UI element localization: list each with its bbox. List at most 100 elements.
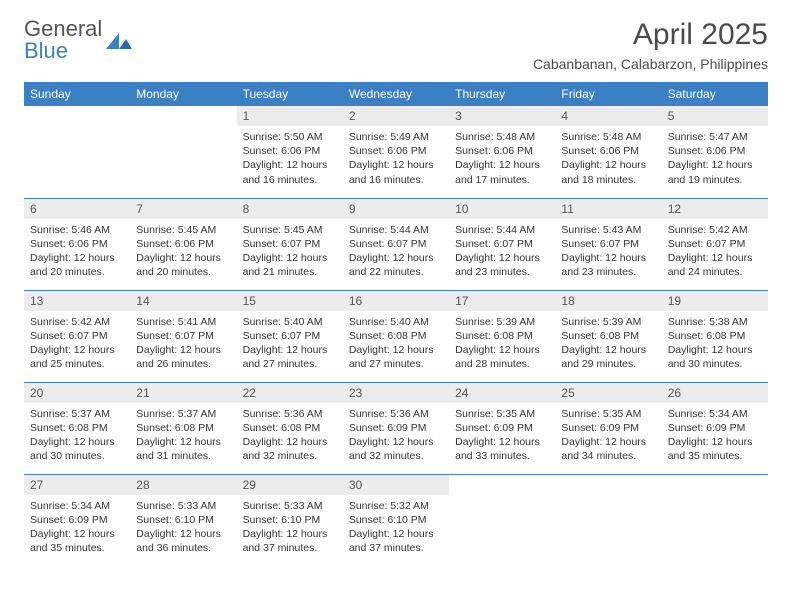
calendar-row: 6Sunrise: 5:46 AMSunset: 6:06 PMDaylight… <box>24 198 768 290</box>
day-number: 19 <box>662 291 768 311</box>
calendar-cell: 17Sunrise: 5:39 AMSunset: 6:08 PMDayligh… <box>449 290 555 382</box>
weekday-header: Saturday <box>662 82 768 106</box>
calendar-cell: 14Sunrise: 5:41 AMSunset: 6:07 PMDayligh… <box>130 290 236 382</box>
calendar-cell: 7Sunrise: 5:45 AMSunset: 6:06 PMDaylight… <box>130 198 236 290</box>
calendar-cell: 8Sunrise: 5:45 AMSunset: 6:07 PMDaylight… <box>237 198 343 290</box>
calendar-cell: 29Sunrise: 5:33 AMSunset: 6:10 PMDayligh… <box>237 474 343 566</box>
day-number: 24 <box>449 383 555 403</box>
calendar-cell: 3Sunrise: 5:48 AMSunset: 6:06 PMDaylight… <box>449 106 555 198</box>
header: General Blue April 2025 Cabanbanan, Cala… <box>24 18 768 72</box>
calendar-cell-empty <box>130 106 236 198</box>
calendar-cell-empty <box>24 106 130 198</box>
weekday-header: Sunday <box>24 82 130 106</box>
day-details: Sunrise: 5:35 AMSunset: 6:09 PMDaylight:… <box>449 403 555 470</box>
calendar-body: 1Sunrise: 5:50 AMSunset: 6:06 PMDaylight… <box>24 106 768 566</box>
day-details: Sunrise: 5:33 AMSunset: 6:10 PMDaylight:… <box>237 495 343 562</box>
calendar-cell-empty <box>449 474 555 566</box>
day-details: Sunrise: 5:49 AMSunset: 6:06 PMDaylight:… <box>343 126 449 193</box>
day-details: Sunrise: 5:43 AMSunset: 6:07 PMDaylight:… <box>555 219 661 286</box>
weekday-header: Wednesday <box>343 82 449 106</box>
day-number: 23 <box>343 383 449 403</box>
day-details: Sunrise: 5:44 AMSunset: 6:07 PMDaylight:… <box>449 219 555 286</box>
calendar-cell: 12Sunrise: 5:42 AMSunset: 6:07 PMDayligh… <box>662 198 768 290</box>
calendar-cell: 22Sunrise: 5:36 AMSunset: 6:08 PMDayligh… <box>237 382 343 474</box>
day-number: 18 <box>555 291 661 311</box>
day-number: 11 <box>555 199 661 219</box>
day-number: 28 <box>130 475 236 495</box>
day-number: 13 <box>24 291 130 311</box>
location-text: Cabanbanan, Calabarzon, Philippines <box>533 56 768 72</box>
day-number: 21 <box>130 383 236 403</box>
day-details: Sunrise: 5:45 AMSunset: 6:06 PMDaylight:… <box>130 219 236 286</box>
calendar-cell: 16Sunrise: 5:40 AMSunset: 6:08 PMDayligh… <box>343 290 449 382</box>
day-number: 3 <box>449 106 555 126</box>
calendar-row: 20Sunrise: 5:37 AMSunset: 6:08 PMDayligh… <box>24 382 768 474</box>
day-number: 22 <box>237 383 343 403</box>
calendar-cell: 18Sunrise: 5:39 AMSunset: 6:08 PMDayligh… <box>555 290 661 382</box>
calendar-cell: 5Sunrise: 5:47 AMSunset: 6:06 PMDaylight… <box>662 106 768 198</box>
day-number: 17 <box>449 291 555 311</box>
day-details: Sunrise: 5:38 AMSunset: 6:08 PMDaylight:… <box>662 311 768 378</box>
weekday-header-row: SundayMondayTuesdayWednesdayThursdayFrid… <box>24 82 768 106</box>
day-details: Sunrise: 5:34 AMSunset: 6:09 PMDaylight:… <box>662 403 768 470</box>
calendar-row: 13Sunrise: 5:42 AMSunset: 6:07 PMDayligh… <box>24 290 768 382</box>
day-details: Sunrise: 5:34 AMSunset: 6:09 PMDaylight:… <box>24 495 130 562</box>
calendar-cell: 19Sunrise: 5:38 AMSunset: 6:08 PMDayligh… <box>662 290 768 382</box>
day-details: Sunrise: 5:39 AMSunset: 6:08 PMDaylight:… <box>555 311 661 378</box>
day-details: Sunrise: 5:37 AMSunset: 6:08 PMDaylight:… <box>130 403 236 470</box>
calendar-cell: 28Sunrise: 5:33 AMSunset: 6:10 PMDayligh… <box>130 474 236 566</box>
calendar-cell: 15Sunrise: 5:40 AMSunset: 6:07 PMDayligh… <box>237 290 343 382</box>
day-number: 1 <box>237 106 343 126</box>
calendar-cell: 2Sunrise: 5:49 AMSunset: 6:06 PMDaylight… <box>343 106 449 198</box>
day-details: Sunrise: 5:33 AMSunset: 6:10 PMDaylight:… <box>130 495 236 562</box>
day-number: 20 <box>24 383 130 403</box>
day-details: Sunrise: 5:36 AMSunset: 6:09 PMDaylight:… <box>343 403 449 470</box>
calendar-table: SundayMondayTuesdayWednesdayThursdayFrid… <box>24 82 768 566</box>
calendar-cell-empty <box>555 474 661 566</box>
calendar-cell: 23Sunrise: 5:36 AMSunset: 6:09 PMDayligh… <box>343 382 449 474</box>
day-details: Sunrise: 5:50 AMSunset: 6:06 PMDaylight:… <box>237 126 343 193</box>
day-details: Sunrise: 5:36 AMSunset: 6:08 PMDaylight:… <box>237 403 343 470</box>
calendar-cell: 6Sunrise: 5:46 AMSunset: 6:06 PMDaylight… <box>24 198 130 290</box>
day-details: Sunrise: 5:41 AMSunset: 6:07 PMDaylight:… <box>130 311 236 378</box>
day-number: 14 <box>130 291 236 311</box>
day-details: Sunrise: 5:44 AMSunset: 6:07 PMDaylight:… <box>343 219 449 286</box>
weekday-header: Tuesday <box>237 82 343 106</box>
day-number: 27 <box>24 475 130 495</box>
day-details: Sunrise: 5:45 AMSunset: 6:07 PMDaylight:… <box>237 219 343 286</box>
day-details: Sunrise: 5:40 AMSunset: 6:07 PMDaylight:… <box>237 311 343 378</box>
calendar-cell: 25Sunrise: 5:35 AMSunset: 6:09 PMDayligh… <box>555 382 661 474</box>
day-number: 12 <box>662 199 768 219</box>
day-number: 8 <box>237 199 343 219</box>
day-number: 15 <box>237 291 343 311</box>
calendar-cell: 24Sunrise: 5:35 AMSunset: 6:09 PMDayligh… <box>449 382 555 474</box>
day-details: Sunrise: 5:37 AMSunset: 6:08 PMDaylight:… <box>24 403 130 470</box>
title-block: April 2025 Cabanbanan, Calabarzon, Phili… <box>533 18 768 72</box>
day-number: 7 <box>130 199 236 219</box>
day-details: Sunrise: 5:48 AMSunset: 6:06 PMDaylight:… <box>555 126 661 193</box>
weekday-header: Friday <box>555 82 661 106</box>
calendar-cell: 26Sunrise: 5:34 AMSunset: 6:09 PMDayligh… <box>662 382 768 474</box>
calendar-cell: 10Sunrise: 5:44 AMSunset: 6:07 PMDayligh… <box>449 198 555 290</box>
day-number: 30 <box>343 475 449 495</box>
day-details: Sunrise: 5:42 AMSunset: 6:07 PMDaylight:… <box>24 311 130 378</box>
calendar-cell: 20Sunrise: 5:37 AMSunset: 6:08 PMDayligh… <box>24 382 130 474</box>
brand-triangle-icon <box>106 31 132 51</box>
calendar-cell: 4Sunrise: 5:48 AMSunset: 6:06 PMDaylight… <box>555 106 661 198</box>
calendar-cell: 13Sunrise: 5:42 AMSunset: 6:07 PMDayligh… <box>24 290 130 382</box>
day-number: 4 <box>555 106 661 126</box>
weekday-header: Monday <box>130 82 236 106</box>
day-details: Sunrise: 5:42 AMSunset: 6:07 PMDaylight:… <box>662 219 768 286</box>
day-details: Sunrise: 5:32 AMSunset: 6:10 PMDaylight:… <box>343 495 449 562</box>
day-number: 16 <box>343 291 449 311</box>
calendar-cell-empty <box>662 474 768 566</box>
brand-name-1: General <box>24 18 102 40</box>
calendar-row: 1Sunrise: 5:50 AMSunset: 6:06 PMDaylight… <box>24 106 768 198</box>
day-number: 6 <box>24 199 130 219</box>
day-number: 2 <box>343 106 449 126</box>
brand-name-2: Blue <box>24 38 68 63</box>
calendar-cell: 1Sunrise: 5:50 AMSunset: 6:06 PMDaylight… <box>237 106 343 198</box>
day-number: 10 <box>449 199 555 219</box>
calendar-cell: 21Sunrise: 5:37 AMSunset: 6:08 PMDayligh… <box>130 382 236 474</box>
page-title: April 2025 <box>533 18 768 52</box>
